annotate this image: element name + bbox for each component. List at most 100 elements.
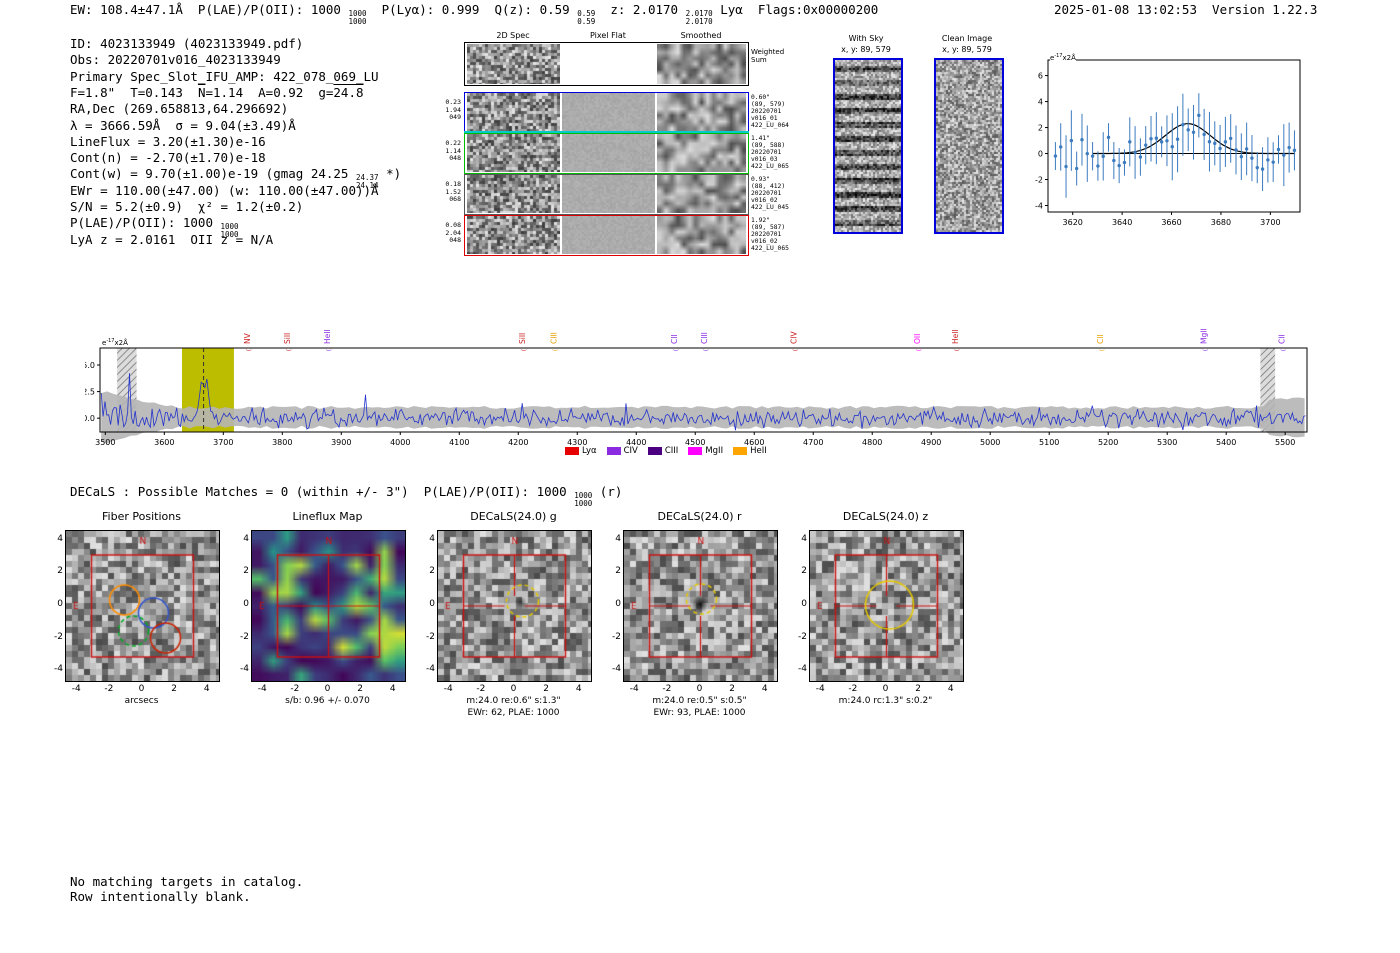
cutout-caption: m:24.0 re:0.5" s:0.5" bbox=[652, 696, 747, 706]
stacked-fraction: 1000 1000 bbox=[574, 491, 593, 508]
fiber-smoothed-image bbox=[657, 134, 746, 172]
svg-text:5200: 5200 bbox=[1098, 438, 1118, 447]
cutout-caption: s/b: 0.96 +/- 0.070 bbox=[285, 696, 370, 706]
text-segment: RA,Dec (269.658813,64.296692) bbox=[70, 101, 289, 117]
footer-note: No matching targets in catalog. bbox=[70, 874, 304, 889]
cutout-xtick-label: 0 bbox=[138, 684, 145, 694]
cutout-xtick-label: 0 bbox=[510, 684, 517, 694]
svg-text:5300: 5300 bbox=[1157, 438, 1177, 447]
cutout-xtick-label: 0 bbox=[324, 684, 331, 694]
svg-text:(: ( bbox=[1099, 348, 1106, 352]
text-segment: Obs: 20220701v016_4023133949 bbox=[70, 52, 281, 68]
weighted-row-border bbox=[464, 42, 749, 86]
emission-marker-label: CII bbox=[670, 334, 679, 344]
cutout-xtick-label: -4 bbox=[257, 684, 267, 694]
spec2d-column-title: 2D Spec bbox=[496, 31, 530, 40]
cutout-xtick-label: -2 bbox=[848, 684, 858, 694]
spec2d-row-annotation: 0.60" (89, 579) 20220701 v016_01 422_LU_… bbox=[751, 94, 789, 129]
cutout-ytick-label: -2 bbox=[54, 631, 63, 642]
svg-text:4000: 4000 bbox=[390, 438, 410, 447]
svg-text:(: ( bbox=[1281, 348, 1288, 352]
svg-text:6: 6 bbox=[1038, 72, 1043, 81]
text-segment: Lyα Flags:0x00000200 bbox=[712, 2, 879, 17]
spec2d-row-border bbox=[464, 133, 749, 174]
cutout-title: Lineflux Map bbox=[292, 510, 363, 523]
info-line: LyA z = 2.0161 OII z = N/A bbox=[70, 232, 273, 247]
legend-swatch bbox=[565, 447, 579, 455]
svg-text:(: ( bbox=[286, 348, 293, 352]
uncertainty-envelope bbox=[101, 391, 1305, 444]
emission-marker-label: CII bbox=[1278, 334, 1287, 344]
cutout-ytick-label: 0 bbox=[57, 599, 63, 609]
info-line: LineFlux = 3.20(±1.30)e-16 bbox=[70, 134, 266, 149]
svg-text:4700: 4700 bbox=[803, 438, 823, 447]
spec2d-row-left-labels: 0.08 2.04 048 bbox=[445, 221, 461, 244]
cutout-xtick-label: 0 bbox=[882, 684, 889, 694]
info-line: Cont(w) = 9.70(±1.00)e-19 (gmag 24.25 24… bbox=[70, 166, 401, 190]
cutout-ytick-label: 2 bbox=[243, 566, 249, 577]
stacked-fraction: 2.0170 2.0170 bbox=[685, 9, 713, 26]
cutout-xtick-label: -4 bbox=[443, 684, 453, 694]
cutout-image-decals-r bbox=[623, 530, 778, 682]
info-line: RA,Dec (269.658813,64.296692) bbox=[70, 101, 288, 116]
fiber-2dspec-image bbox=[467, 175, 560, 213]
legend-swatch bbox=[688, 447, 703, 455]
spec2d-column-title: Smoothed bbox=[680, 31, 722, 40]
cutout-xtick-label: 4 bbox=[761, 684, 768, 694]
spec2d-column-title: Pixel Flat bbox=[590, 31, 626, 40]
cutout-ytick-label: -4 bbox=[612, 664, 621, 675]
text-segment: LyA z = 2.0161 OII z = N/A bbox=[70, 231, 274, 247]
cutout-xtick-label: 2 bbox=[543, 684, 549, 694]
svg-text:5100: 5100 bbox=[1039, 438, 1059, 447]
line-fit-svg: 3620 3640 3660 3680 3700 -4 -2 0 2 4 6 bbox=[1035, 59, 1301, 227]
cutout-ytick-label: 4 bbox=[57, 533, 63, 544]
legend-label: HeII bbox=[750, 446, 767, 456]
svg-text:4400: 4400 bbox=[626, 438, 646, 447]
svg-text:(: ( bbox=[954, 348, 961, 352]
legend-item: CIII bbox=[647, 446, 678, 456]
text-segment: P(LAE)/P(OII): 1000 bbox=[70, 215, 221, 231]
cutout-ytick-label: 4 bbox=[243, 533, 249, 544]
emission-marker-label: HeII bbox=[951, 329, 960, 344]
spectrum-legend: Lyα CIV CIII MgII HeII bbox=[565, 446, 855, 456]
text-segment: ID: 4023133949 (4023133949.pdf) bbox=[70, 36, 304, 51]
text-segment: P(Lyα): 0.999 Q(z): 0.59 bbox=[366, 2, 578, 17]
cutout-ytick-label: 2 bbox=[615, 566, 621, 577]
cutout-xtick-label: 2 bbox=[729, 684, 735, 694]
cutout-xtick-label: 4 bbox=[203, 684, 210, 694]
cutout-ytick-label: -2 bbox=[426, 631, 435, 642]
spectrum-axis-units-label: e-17x2Å bbox=[102, 338, 128, 347]
svg-text:3800: 3800 bbox=[272, 438, 292, 447]
cutout-xtick-label: 0 bbox=[696, 684, 703, 694]
text-segment: EWr = 110.00(±47.00) (w: 110.00(±47.00))… bbox=[70, 182, 379, 198]
text-segment: λ = 3666.59Å σ = 9.04(±3.49)Å bbox=[70, 117, 296, 133]
svg-text:0.0: 0.0 bbox=[85, 414, 95, 423]
cutout-xtick-label: 2 bbox=[915, 684, 921, 694]
cutout-ytick-label: -4 bbox=[54, 664, 63, 675]
weighted-2dspec-image bbox=[467, 44, 560, 84]
legend-item: HeII bbox=[733, 446, 767, 456]
cutout-ytick-label: 2 bbox=[429, 566, 435, 577]
svg-text:4800: 4800 bbox=[862, 438, 882, 447]
info-line: P(LAE)/P(OII): 1000 1000 1000 bbox=[70, 215, 239, 239]
fiber-pixelflat-image bbox=[562, 216, 655, 254]
cutout-title: DECaLS(24.0) g bbox=[470, 510, 557, 523]
spectrum-line bbox=[100, 373, 1306, 431]
line-fit-chart: 3620 3640 3660 3680 3700 -4 -2 0 2 4 6 bbox=[1008, 48, 1318, 238]
cutout-xtick-label: 2 bbox=[357, 684, 363, 694]
svg-text:0: 0 bbox=[1038, 150, 1043, 159]
cutout-ytick-label: 0 bbox=[801, 599, 807, 609]
cutout-ytick-label: 4 bbox=[429, 533, 435, 544]
info-line: S/N = 5.2(±0.9) χ² = 1.2(±0.2) bbox=[70, 199, 303, 214]
cutout-xtick-label: -4 bbox=[71, 684, 81, 694]
svg-text:3660: 3660 bbox=[1161, 218, 1181, 227]
cutout-xtick-label: 4 bbox=[575, 684, 582, 694]
with-sky-image bbox=[833, 58, 903, 234]
cutout-caption: m:24.0 rc:1.3" s:0.2" bbox=[838, 696, 933, 706]
info-line: λ = 3666.59Å σ = 9.04(±3.49)Å bbox=[70, 118, 296, 133]
legend-swatch bbox=[606, 447, 621, 455]
cutout-caption: m:24.0 re:0.6" s:1.3" bbox=[466, 696, 561, 706]
cutout-ytick-label: 4 bbox=[615, 533, 621, 544]
svg-text:2.5: 2.5 bbox=[85, 388, 95, 397]
